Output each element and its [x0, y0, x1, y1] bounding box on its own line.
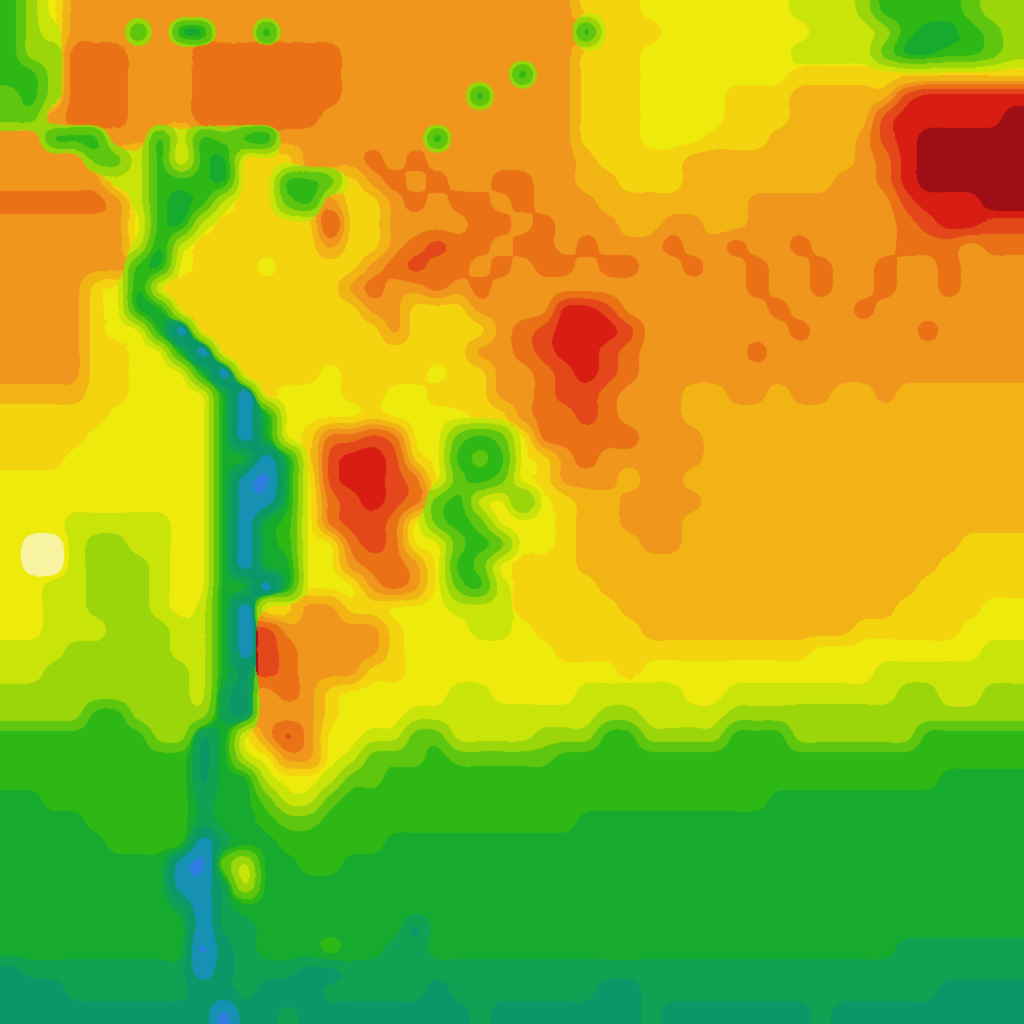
map-viewport — [0, 0, 1024, 1024]
temperature-heatmap-canvas — [0, 0, 1024, 1024]
